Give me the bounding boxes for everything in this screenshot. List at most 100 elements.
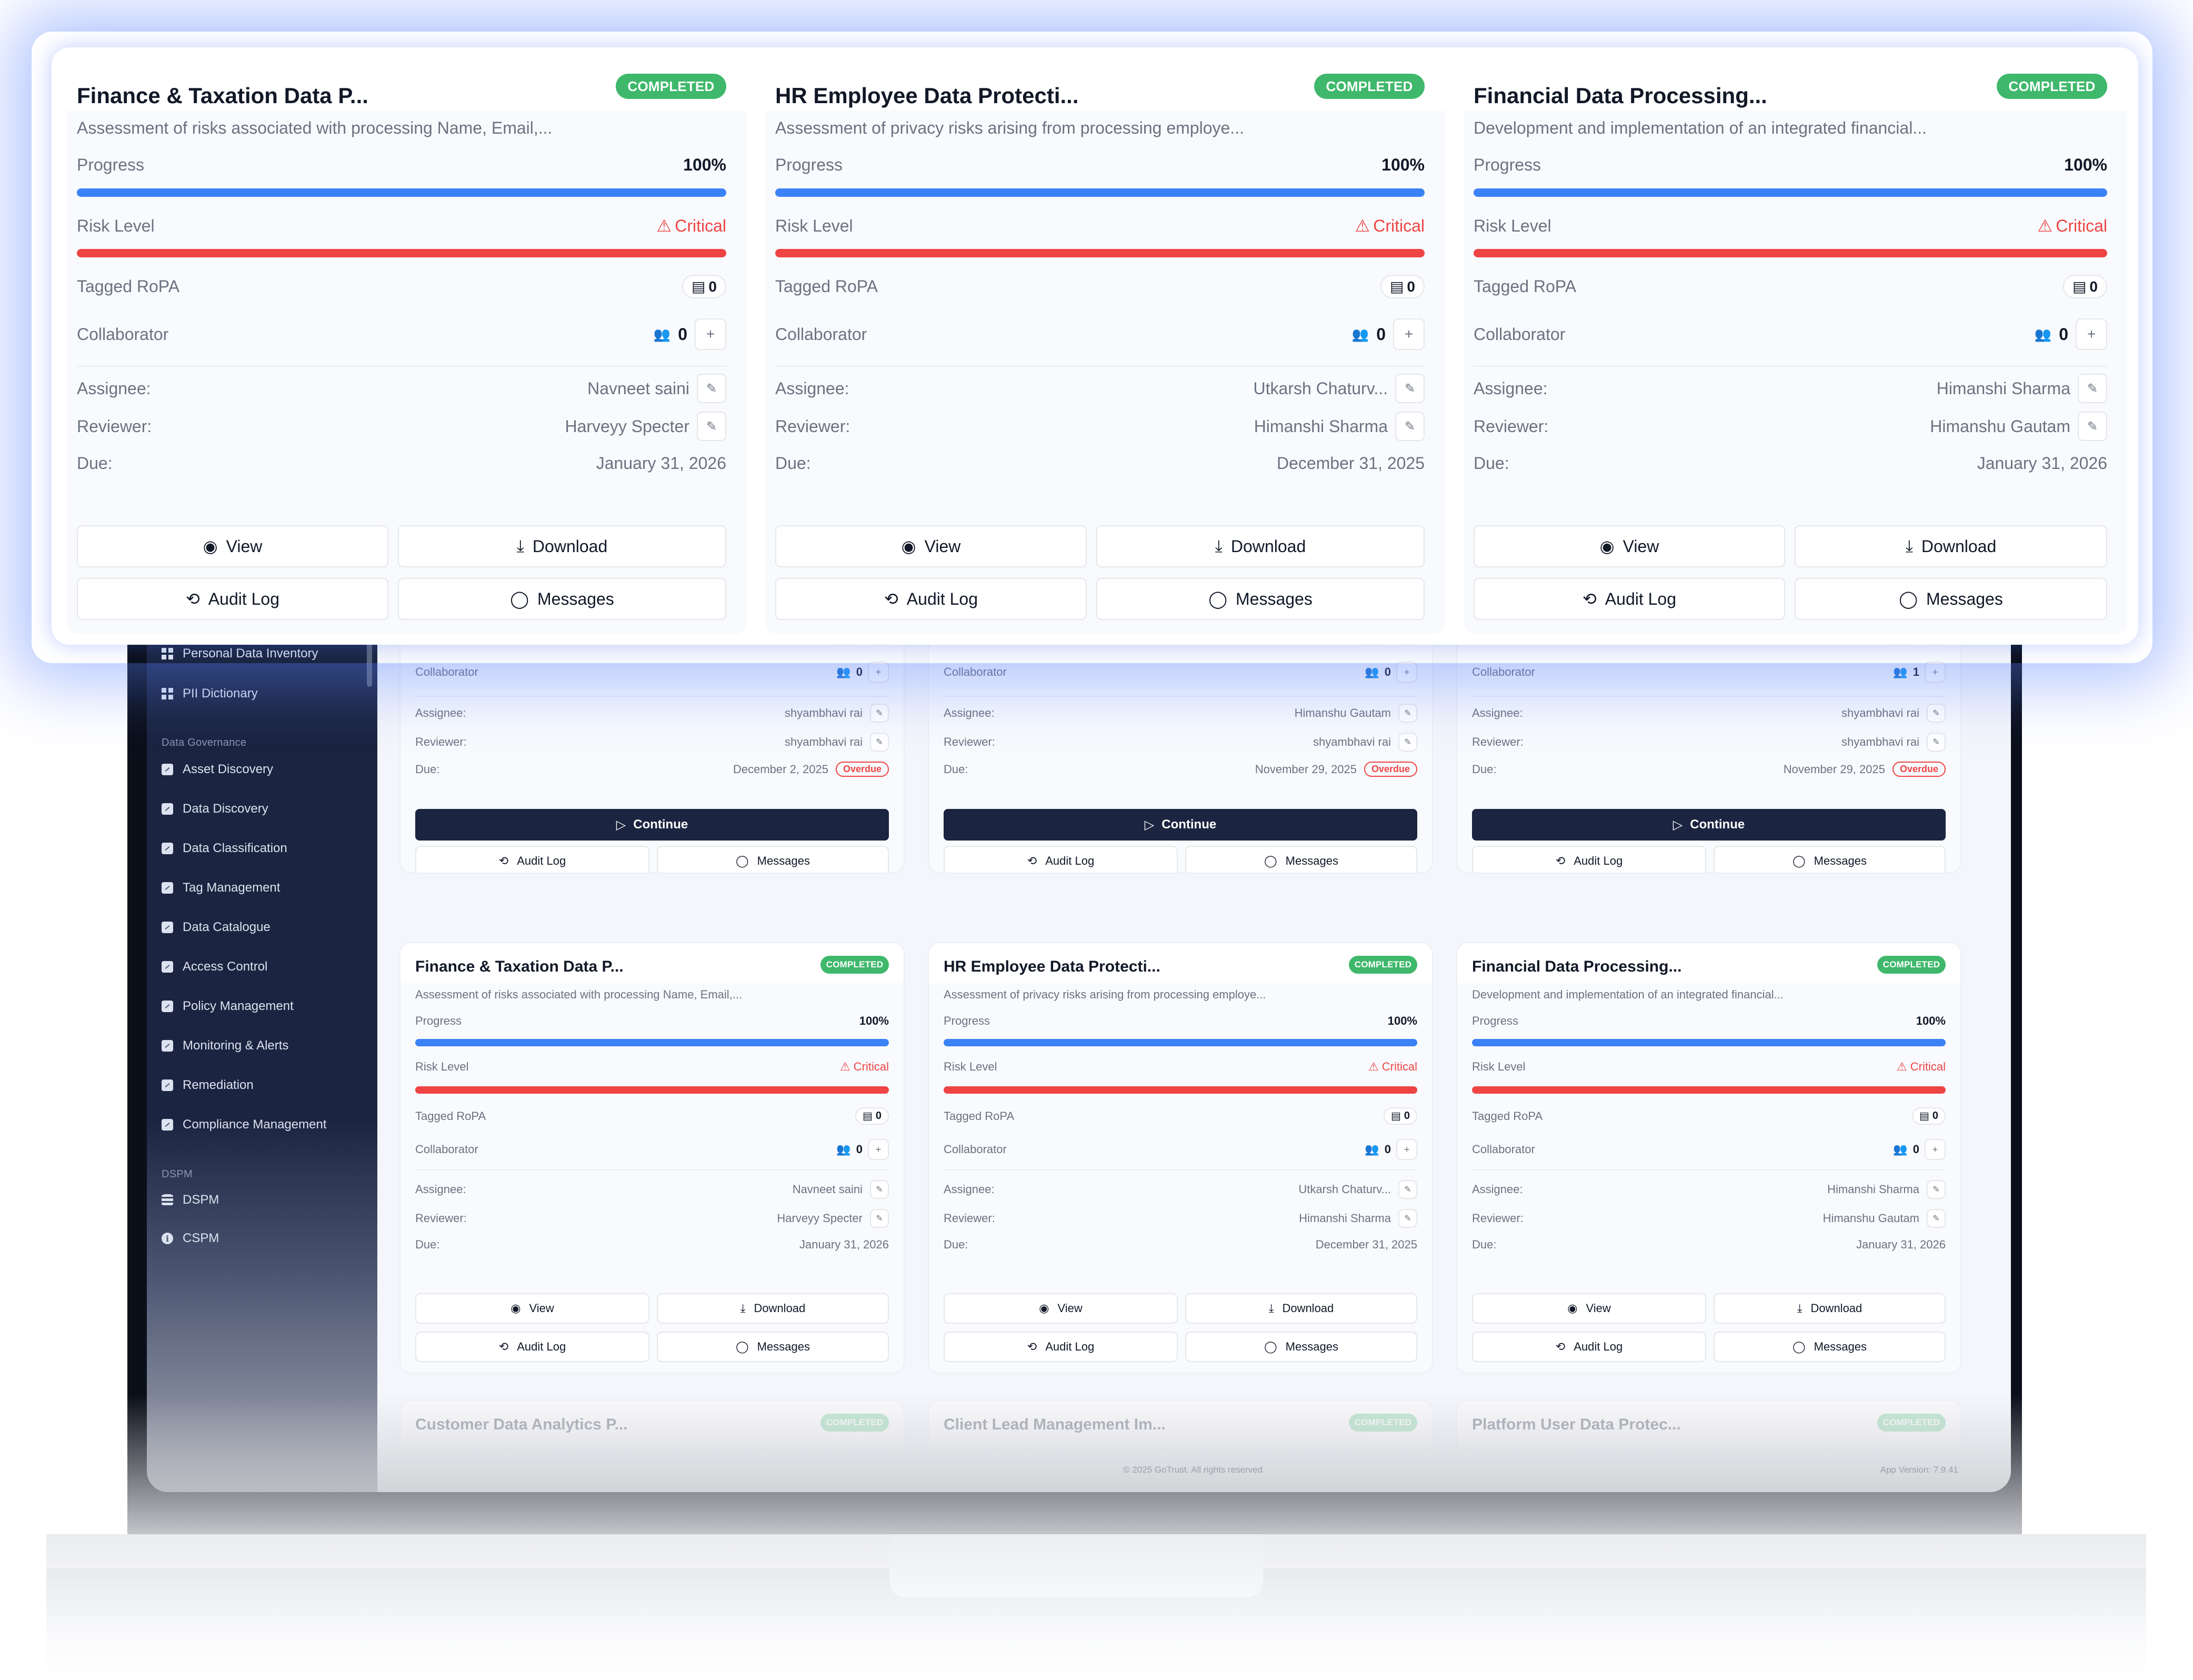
sidebar-item-tag-management[interactable]: Tag Management xyxy=(162,877,280,898)
messages-button[interactable]: ◯ Messages xyxy=(1096,578,1425,620)
view-label: View xyxy=(226,536,263,556)
sidebar-item-data-classification[interactable]: Data Classification xyxy=(162,838,287,859)
edit-assignee-button[interactable]: ✎ xyxy=(1927,704,1946,723)
edit-reviewer-button[interactable]: ✎ xyxy=(1398,1209,1417,1228)
audit-log-button[interactable]: ⟲ Audit Log xyxy=(1472,1332,1706,1362)
add-collaborator-button[interactable]: + xyxy=(1396,1139,1417,1160)
sidebar-item-access-control[interactable]: Access Control xyxy=(162,956,267,977)
card-title[interactable]: Client Lead Management Im... xyxy=(944,1416,1166,1433)
add-collaborator-button[interactable]: + xyxy=(868,662,889,683)
sidebar-item-policy-management[interactable]: Policy Management xyxy=(162,996,294,1017)
sidebar-item-asset-discovery[interactable]: Asset Discovery xyxy=(162,759,273,780)
messages-button[interactable]: ◯ Messages xyxy=(1185,846,1417,873)
messages-button[interactable]: ◯ Messages xyxy=(657,1332,889,1362)
add-collaborator-button[interactable]: + xyxy=(1393,318,1425,350)
download-button[interactable]: ⤓ Download xyxy=(1185,1293,1417,1324)
download-button[interactable]: ⤓ Download xyxy=(1795,525,2107,567)
continue-button[interactable]: ▷ Continue xyxy=(944,809,1417,841)
add-collaborator-button[interactable]: + xyxy=(868,1139,889,1160)
edit-reviewer-button[interactable]: ✎ xyxy=(1927,733,1946,752)
add-collaborator-button[interactable]: + xyxy=(1925,662,1946,683)
continue-button[interactable]: ▷ Continue xyxy=(415,809,889,841)
play-icon: ▷ xyxy=(1673,817,1683,832)
messages-button[interactable]: ◯ Messages xyxy=(398,578,726,620)
sidebar-item-cspm[interactable]: i CSPM xyxy=(162,1228,219,1249)
audit-log-button[interactable]: ⟲ Audit Log xyxy=(415,1332,649,1362)
sidebar-item-data-discovery[interactable]: Data Discovery xyxy=(162,798,268,819)
add-collaborator-button[interactable]: + xyxy=(695,318,726,350)
add-collaborator-button[interactable]: + xyxy=(1396,662,1417,683)
ropa-count-badge[interactable]: ▤ 0 xyxy=(855,1107,889,1125)
edit-assignee-button[interactable]: ✎ xyxy=(1395,374,1425,403)
audit-log-button[interactable]: ⟲ Audit Log xyxy=(944,846,1178,873)
sidebar-item-compliance-management[interactable]: Compliance Management xyxy=(162,1114,326,1135)
edit-reviewer-button[interactable]: ✎ xyxy=(2078,412,2107,441)
download-button[interactable]: ⤓ Download xyxy=(398,525,726,567)
edit-assignee-button[interactable]: ✎ xyxy=(697,374,726,403)
ropa-count-badge[interactable]: ▤ 0 xyxy=(2062,275,2107,298)
due-label: Due: xyxy=(1474,454,1509,473)
add-collaborator-button[interactable]: + xyxy=(2076,318,2107,350)
audit-log-button[interactable]: ⟲ Audit Log xyxy=(775,578,1087,620)
messages-button[interactable]: ◯ Messages xyxy=(1185,1332,1417,1362)
sidebar-item-monitoring-alerts[interactable]: Monitoring & Alerts xyxy=(162,1035,288,1056)
edit-assignee-button[interactable]: ✎ xyxy=(1398,704,1417,723)
ropa-count-badge[interactable]: ▤ 0 xyxy=(682,275,726,298)
edit-assignee-button[interactable]: ✎ xyxy=(870,1180,889,1199)
audit-log-button[interactable]: ⟲ Audit Log xyxy=(944,1332,1178,1362)
edit-reviewer-button[interactable]: ✎ xyxy=(697,412,726,441)
risk-value: Critical xyxy=(1373,216,1425,235)
ropa-count-badge[interactable]: ▤ 0 xyxy=(1383,1107,1417,1125)
card-title[interactable]: Financial Data Processing... xyxy=(1472,958,1682,975)
ropa-count-badge[interactable]: ▤ 0 xyxy=(1380,275,1425,298)
edit-assignee-button[interactable]: ✎ xyxy=(1927,1180,1946,1199)
history-icon: ⟲ xyxy=(1027,1340,1037,1353)
sidebar-item-personal-data-inventory[interactable]: Personal Data Inventory xyxy=(162,643,318,664)
edit-reviewer-button[interactable]: ✎ xyxy=(870,733,889,752)
sidebar-item-data-catalogue[interactable]: Data Catalogue xyxy=(162,917,271,938)
edit-reviewer-button[interactable]: ✎ xyxy=(1398,733,1417,752)
ropa-count-badge[interactable]: ▤ 0 xyxy=(1911,1107,1946,1125)
audit-log-button[interactable]: ⟲ Audit Log xyxy=(1472,846,1706,873)
view-button[interactable]: ◉ View xyxy=(1472,1293,1706,1324)
edit-reviewer-button[interactable]: ✎ xyxy=(1927,1209,1946,1228)
card-title[interactable]: Financial Data Processing... xyxy=(1474,83,1767,108)
card-title[interactable]: Finance & Taxation Data P... xyxy=(77,83,368,108)
continue-button[interactable]: ▷ Continue xyxy=(1472,809,1946,841)
view-button[interactable]: ◉ View xyxy=(944,1293,1178,1324)
view-button[interactable]: ◉ View xyxy=(775,525,1087,567)
tagged-ropa-label: Tagged RoPA xyxy=(944,1109,1015,1123)
messages-button[interactable]: ◯ Messages xyxy=(1714,1332,1946,1362)
audit-log-button[interactable]: ⟲ Audit Log xyxy=(1474,578,1785,620)
card-title[interactable]: Finance & Taxation Data P... xyxy=(415,958,624,975)
download-button[interactable]: ⤓ Download xyxy=(1096,525,1425,567)
edit-reviewer-button[interactable]: ✎ xyxy=(1395,412,1425,441)
messages-button[interactable]: ◯ Messages xyxy=(1714,846,1946,873)
download-button[interactable]: ⤓ Download xyxy=(657,1293,889,1324)
sidebar-item-pii-dictionary[interactable]: PII Dictionary xyxy=(162,683,258,704)
card-title[interactable]: HR Employee Data Protecti... xyxy=(775,83,1079,108)
view-button[interactable]: ◉ View xyxy=(1474,525,1785,567)
audit-log-button[interactable]: ⟲ Audit Log xyxy=(77,578,388,620)
messages-button[interactable]: ◯ Messages xyxy=(657,846,889,873)
card-title[interactable]: Customer Data Analytics P... xyxy=(415,1416,628,1433)
download-button[interactable]: ⤓ Download xyxy=(1714,1293,1946,1324)
edit-reviewer-button[interactable]: ✎ xyxy=(870,1209,889,1228)
sidebar-item-remediation[interactable]: Remediation xyxy=(162,1075,254,1096)
audit-log-button[interactable]: ⟲ Audit Log xyxy=(415,846,649,873)
card-title[interactable]: Platform User Data Protec... xyxy=(1472,1416,1681,1433)
edit-assignee-button[interactable]: ✎ xyxy=(1398,1180,1417,1199)
view-button[interactable]: ◉ View xyxy=(415,1293,649,1324)
collaborator-count: 0 xyxy=(1384,665,1391,678)
sidebar-scrollbar[interactable] xyxy=(367,637,372,687)
card-title[interactable]: HR Employee Data Protecti... xyxy=(944,958,1160,975)
add-collaborator-button[interactable]: + xyxy=(1925,1139,1946,1160)
reviewer-name: shyambhavi rai xyxy=(1313,735,1391,748)
edit-assignee-button[interactable]: ✎ xyxy=(2078,374,2107,403)
progress-bar xyxy=(1472,1039,1946,1046)
messages-button[interactable]: ◯ Messages xyxy=(1795,578,2107,620)
view-button[interactable]: ◉ View xyxy=(77,525,388,567)
card-description: Development and implementation of an int… xyxy=(1474,118,1927,137)
edit-assignee-button[interactable]: ✎ xyxy=(870,704,889,723)
sidebar-item-dspm[interactable]: DSPM xyxy=(162,1189,219,1211)
